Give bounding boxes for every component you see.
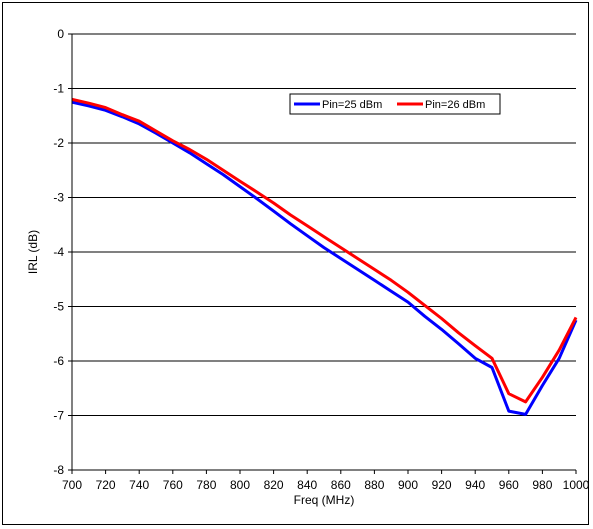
x-tick-label: 760 [163, 478, 183, 492]
y-tick-labels: 0 -1 -2 -3 -4 -5 -6 -7 -8 [53, 27, 64, 477]
legend-items: Pin=25 dBm Pin=26 dBm [294, 99, 485, 111]
x-tick-label: 900 [398, 478, 418, 492]
x-tick-labels: 700 720 740 760 780 800 820 840 860 880 900 920 940 9… [62, 478, 590, 492]
legend-box [289, 93, 501, 115]
x-tick-label: 700 [62, 478, 82, 492]
axes [68, 33, 577, 474]
series-line-1 [71, 100, 578, 416]
x-tick-label: 720 [96, 478, 116, 492]
y-axis-title: IRL (dB) [26, 230, 40, 274]
legend-label: Pin=26 dBm [425, 99, 485, 111]
y-tick-label: -6 [53, 354, 64, 368]
y-tick-label: -1 [53, 82, 64, 96]
x-axis-title: Freq (MHz) [294, 493, 355, 507]
legend-label: Pin=25 dBm [322, 99, 382, 111]
y-tick-label: 0 [57, 27, 64, 41]
y-tick-label: -3 [53, 191, 64, 205]
y-tick-label: -5 [53, 300, 64, 314]
y-tick-label: -2 [53, 136, 64, 150]
x-tick-label: 960 [499, 478, 519, 492]
y-tick-label: -4 [53, 245, 64, 259]
x-tick-label: 860 [331, 478, 351, 492]
x-tick-label: 780 [196, 478, 216, 492]
gridlines [72, 33, 576, 416]
series-line-2 [71, 97, 578, 404]
x-tick-label: 800 [230, 478, 250, 492]
legend: Pin=25 dBm Pin=26 dBm [289, 93, 501, 115]
x-tick-label: 980 [532, 478, 552, 492]
y-tick-label: -8 [53, 463, 64, 477]
x-tick-label: 840 [297, 478, 317, 492]
x-tick-label: 740 [129, 478, 149, 492]
x-tick-label: 1000 [563, 478, 590, 492]
series-layer [71, 97, 578, 416]
x-tick-label: 920 [432, 478, 452, 492]
x-tick-label: 940 [465, 478, 485, 492]
x-tick-label: 880 [364, 478, 384, 492]
x-tick-label: 820 [264, 478, 284, 492]
y-tick-label: -7 [53, 409, 64, 423]
